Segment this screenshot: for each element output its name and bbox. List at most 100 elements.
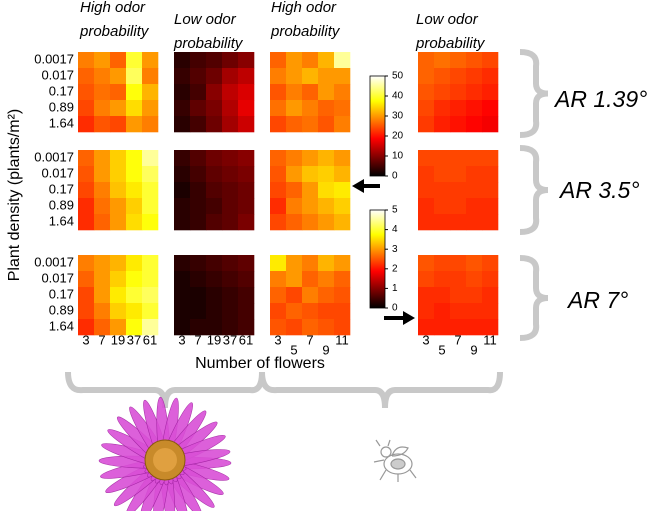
heatmap-cell — [206, 198, 223, 215]
heatmap-cell — [190, 303, 207, 320]
heatmap-cell — [110, 214, 127, 231]
heatmap-cell — [190, 182, 207, 199]
x-tick-label: 11 — [483, 332, 497, 347]
heatmap-cell — [418, 287, 435, 304]
heatmap-cell — [302, 319, 319, 336]
y-tick-label: 0.017 — [41, 270, 74, 285]
heatmap-cell — [78, 214, 95, 231]
heatmap-cell — [302, 100, 319, 117]
heatmap-cell — [110, 68, 127, 85]
heatmap-cell — [318, 100, 335, 117]
colorbar-tick-label: 5 — [392, 205, 398, 216]
heatmap-cell — [142, 166, 159, 183]
brace — [259, 371, 503, 409]
heatmap-cell — [434, 198, 451, 215]
heatmap-cell — [126, 166, 143, 183]
heatmap-cell — [450, 68, 467, 85]
heatmap-cell — [190, 150, 207, 167]
heatmap-cell — [334, 84, 351, 101]
x-tick-label: 61 — [143, 332, 157, 347]
heatmap-cell — [94, 287, 111, 304]
heatmap-cell — [238, 166, 255, 183]
heatmap-cell — [94, 255, 111, 272]
heatmap-cell — [126, 150, 143, 167]
x-tick-label: 5 — [290, 342, 297, 357]
heatmap-cell — [334, 68, 351, 85]
heatmap-cell — [270, 52, 287, 69]
y-tick-label: 0.017 — [41, 165, 74, 180]
heatmap-cell — [222, 182, 239, 199]
heatmap-cell — [482, 255, 499, 272]
heatmap-cell — [126, 319, 143, 336]
heatmap-cell — [466, 198, 483, 215]
heatmap-cell — [270, 214, 287, 231]
heatmap-cell — [206, 150, 223, 167]
heatmap-cell — [174, 198, 191, 215]
heatmap-cell — [418, 182, 435, 199]
heatmap-cell — [434, 100, 451, 117]
arrow — [384, 311, 415, 325]
colorbar — [369, 75, 386, 177]
x-tick-label: 37 — [127, 332, 141, 347]
brace — [519, 145, 549, 235]
heatmap-cell — [174, 68, 191, 85]
arrow — [352, 179, 380, 193]
heatmap-cell — [222, 214, 239, 231]
heatmap-cell — [94, 303, 111, 320]
heatmap-cell — [94, 116, 111, 133]
row-title: AR 7° — [566, 287, 628, 313]
heatmap-cell — [174, 116, 191, 133]
heatmap-cell — [142, 116, 159, 133]
heatmap-cell — [126, 214, 143, 231]
heatmap-cell — [190, 255, 207, 272]
heatmap-cell — [222, 150, 239, 167]
heatmap-cell — [206, 214, 223, 231]
heatmap-cell — [286, 319, 303, 336]
heatmap-cell — [302, 52, 319, 69]
heatmap-cell — [78, 198, 95, 215]
heatmap-cell — [434, 287, 451, 304]
heatmap-cell — [466, 166, 483, 183]
heatmap-cell — [110, 319, 127, 336]
heatmap-cell — [142, 198, 159, 215]
heatmap-cell — [286, 52, 303, 69]
y-tick-label: 1.64 — [49, 115, 74, 130]
colorbar-tick-label: 50 — [392, 71, 404, 82]
y-tick-label: 0.017 — [41, 67, 74, 82]
heatmap-cell — [110, 182, 127, 199]
heatmap-cell — [174, 255, 191, 272]
heatmap-cell — [238, 100, 255, 117]
y-tick-label: 0.17 — [49, 286, 74, 301]
heatmap-cell — [450, 182, 467, 199]
x-tick-label: 7 — [454, 332, 461, 347]
heatmap-cell — [482, 150, 499, 167]
heatmap-cell — [482, 52, 499, 69]
x-tick-label: 7 — [306, 332, 313, 347]
heatmap-cell — [222, 287, 239, 304]
row-title: AR 3.5° — [558, 177, 640, 203]
heatmap-cell — [434, 166, 451, 183]
heatmap-cell — [126, 271, 143, 288]
heatmap-cell — [174, 150, 191, 167]
column-title: Low odor probability — [174, 11, 243, 52]
colorbar-tick-label: 10 — [392, 151, 404, 162]
heatmap-cell — [434, 150, 451, 167]
heatmap-cell — [418, 52, 435, 69]
heatmap-cell — [318, 150, 335, 167]
heatmap-cell — [466, 303, 483, 320]
heatmap-cell — [270, 100, 287, 117]
brace — [519, 49, 549, 138]
heatmap-cell — [450, 319, 467, 336]
heatmap-cell — [78, 303, 95, 320]
heatmap-cell — [174, 100, 191, 117]
heatmap-cell — [78, 52, 95, 69]
heatmap-cell — [238, 214, 255, 231]
heatmap-cell — [270, 198, 287, 215]
heatmap-cell — [270, 287, 287, 304]
heatmap-cell — [270, 271, 287, 288]
heatmap-cell — [482, 214, 499, 231]
x-tick-label: 3 — [274, 332, 281, 347]
heatmap-cell — [190, 319, 207, 336]
